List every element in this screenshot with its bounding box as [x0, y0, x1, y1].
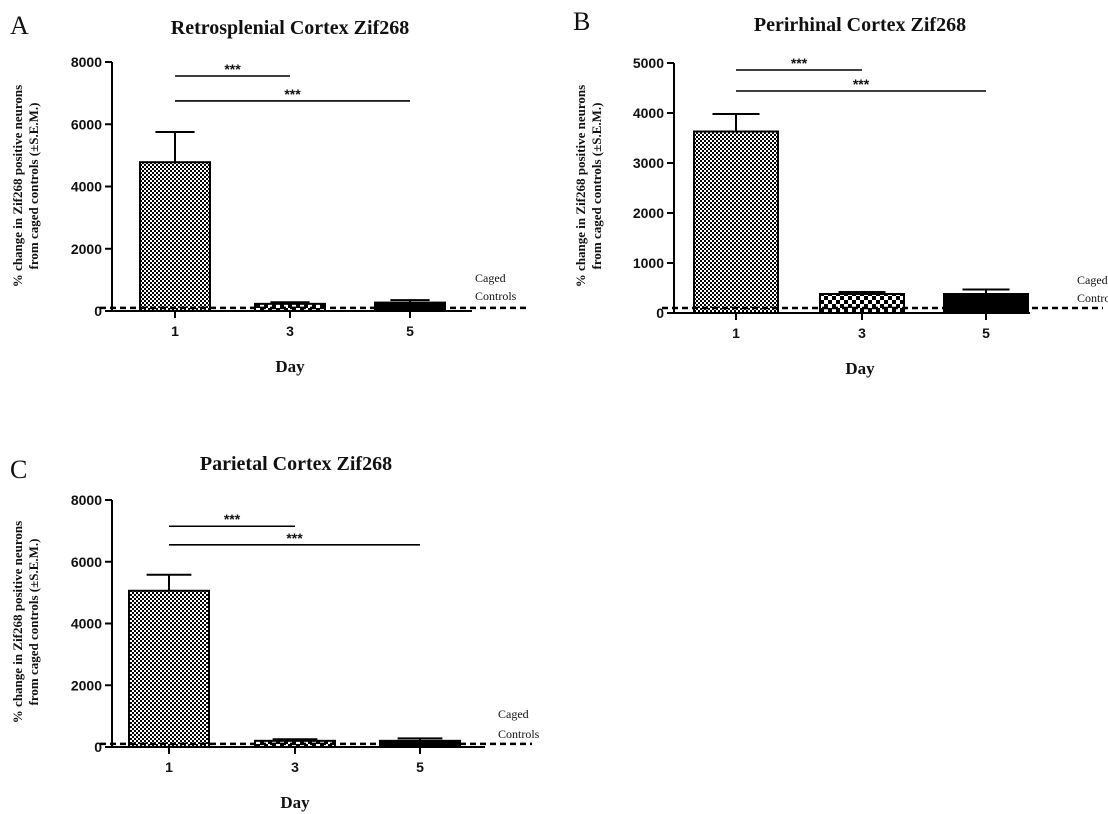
sig-label-b-1: ***: [853, 76, 870, 92]
y-axis-label-c-line2: from caged controls (±S.E.M.): [26, 539, 41, 706]
y-tick-label-b-1: 1000: [633, 255, 664, 271]
y-tick-label-a-0: 0: [94, 303, 102, 319]
baseline-label-c-0: Caged: [498, 707, 529, 721]
bar-c-day-1: [128, 589, 210, 749]
y-tick-label-b-4: 4000: [633, 105, 664, 121]
bar-b-day-3: [819, 293, 905, 314]
y-tick-label-c-3: 6000: [71, 554, 102, 570]
panel-a: A Retrosplenial Cortex Zif268 % change i…: [10, 11, 530, 376]
y-tick-label-a-2: 4000: [71, 179, 102, 195]
y-tick-label-c-0: 0: [94, 739, 102, 755]
x-tick-label-b-0: 1: [732, 325, 740, 341]
y-tick-label-c-4: 8000: [71, 492, 102, 508]
plot-area-c: 0 2000 4000 6000 8000 1 3 5 Caged Controls *** ***: [71, 492, 540, 775]
x-tick-label-c-0: 1: [165, 759, 173, 775]
baseline-label-c-1: Controls: [498, 727, 540, 741]
baseline-label-a-1: Controls: [475, 289, 517, 303]
sig-label-c-1: ***: [286, 530, 303, 546]
x-tick-label-a-0: 1: [171, 323, 179, 339]
panel-letter-b: B: [573, 7, 590, 36]
y-axis-label-a-line1: % change in Zif268 positive neurons: [10, 85, 25, 287]
sig-label-a-1: ***: [284, 86, 301, 102]
baseline-label-b-1: Controls: [1077, 291, 1108, 305]
baseline-label-b-0: Caged: [1077, 273, 1108, 287]
y-tick-label-a-3: 6000: [71, 116, 102, 132]
y-tick-label-b-0: 0: [656, 305, 664, 321]
y-axis-label-a-line2: from caged controls (±S.E.M.): [26, 103, 41, 270]
y-tick-label-a-4: 8000: [71, 54, 102, 70]
y-tick-label-c-1: 2000: [71, 677, 102, 693]
x-tick-label-a-2: 5: [406, 323, 414, 339]
plot-area-a: 0 2000 4000 6000 8000 1 3 5 Caged Controls *** ***: [71, 54, 530, 339]
x-tick-label-a-1: 3: [286, 323, 294, 339]
chart-title-b: Perirhinal Cortex Zif268: [754, 14, 966, 36]
y-tick-label-b-5: 5000: [633, 55, 664, 71]
y-axis-label-c-line1: % change in Zif268 positive neurons: [10, 521, 25, 723]
bar-a-day-1: [139, 161, 211, 312]
x-tick-label-b-2: 5: [982, 325, 990, 341]
plot-area-b: 0 1000 2000 3000 4000 5000 1 3 5 Caged Controls ***…: [633, 55, 1108, 341]
x-tick-label-b-1: 3: [858, 325, 866, 341]
y-tick-label-c-2: 4000: [71, 616, 102, 632]
x-tick-label-c-1: 3: [291, 759, 299, 775]
panel-letter-a: A: [10, 11, 29, 40]
x-axis-label-a: Day: [275, 357, 305, 376]
sig-label-c-0: ***: [224, 511, 241, 527]
chart-title-c: Parietal Cortex Zif268: [200, 453, 392, 475]
y-tick-label-a-1: 2000: [71, 241, 102, 257]
y-axis-label-b-line2: from caged controls (±S.E.M.): [589, 103, 604, 270]
y-tick-label-b-2: 2000: [633, 205, 664, 221]
sig-label-a-0: ***: [224, 61, 241, 77]
x-tick-label-c-2: 5: [416, 759, 424, 775]
chart-title-a: Retrosplenial Cortex Zif268: [171, 17, 410, 39]
bar-b-day-1: [693, 130, 779, 314]
baseline-label-a-0: Caged: [475, 271, 506, 285]
x-axis-label-b: Day: [845, 359, 875, 378]
y-tick-label-b-3: 3000: [633, 155, 664, 171]
y-axis-label-b-line1: % change in Zif268 positive neurons: [573, 85, 588, 287]
panel-b: B Perirhinal Cortex Zif268 % change in Z…: [573, 7, 1108, 378]
bar-b-day-5: [943, 293, 1029, 314]
panel-c: C Parietal Cortex Zif268 % change in Zif…: [10, 453, 540, 812]
panel-letter-c: C: [10, 455, 27, 484]
sig-label-b-0: ***: [791, 55, 808, 71]
x-axis-label-c: Day: [280, 793, 310, 812]
